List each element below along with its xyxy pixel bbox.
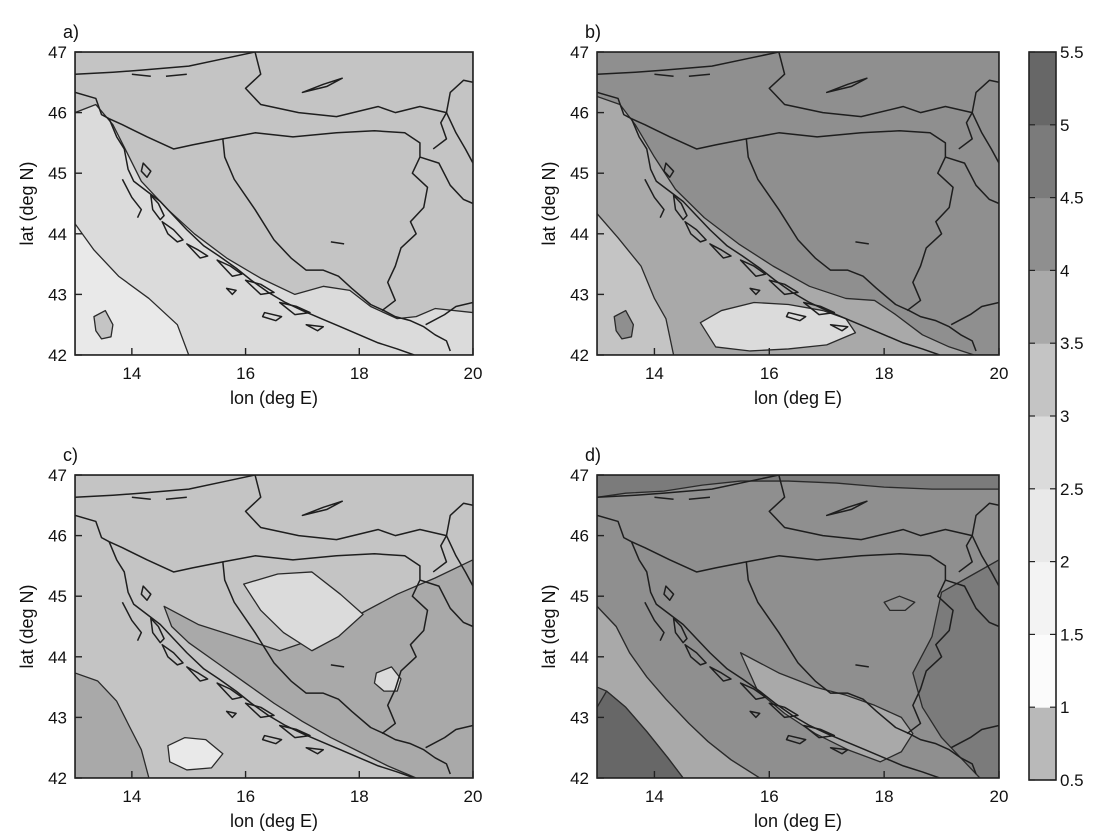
x-tick-label: 18 xyxy=(875,787,894,806)
x-tick-label: 20 xyxy=(464,364,483,383)
x-tick-label: 16 xyxy=(236,364,255,383)
y-tick-label: 46 xyxy=(570,104,589,123)
y-tick-label: 46 xyxy=(48,527,67,546)
y-tick-label: 44 xyxy=(570,225,589,244)
y-axis-label: lat (deg N) xyxy=(17,161,37,245)
contour-region-a-1 xyxy=(75,105,473,355)
contour-region-a-3 xyxy=(94,311,113,339)
x-tick-label: 16 xyxy=(760,364,779,383)
colorbar-tick-label: 2 xyxy=(1060,553,1069,572)
colorbar-swatch xyxy=(1029,52,1056,126)
y-axis-label: lat (deg N) xyxy=(539,161,559,245)
y-axis-label: lat (deg N) xyxy=(539,584,559,668)
y-tick-label: 47 xyxy=(48,466,67,485)
contour-region-d-3 xyxy=(884,596,915,610)
colorbar-tick-label: 3 xyxy=(1060,407,1069,426)
y-tick-label: 42 xyxy=(570,769,589,788)
x-tick-label: 18 xyxy=(350,364,369,383)
x-tick-label: 18 xyxy=(875,364,894,383)
y-tick-label: 47 xyxy=(570,43,589,62)
colorbar-tick-label: 5.5 xyxy=(1060,43,1084,62)
y-tick-label: 47 xyxy=(570,466,589,485)
x-tick-label: 16 xyxy=(760,787,779,806)
colorbar-swatch xyxy=(1029,707,1056,781)
panel-label: d) xyxy=(585,445,601,465)
colorbar-tick-label: 1 xyxy=(1060,698,1069,717)
colorbar-tick-label: 4 xyxy=(1060,261,1069,280)
y-tick-label: 45 xyxy=(48,164,67,183)
y-tick-label: 42 xyxy=(48,769,67,788)
x-axis-label: lon (deg E) xyxy=(754,388,842,408)
y-tick-label: 46 xyxy=(570,527,589,546)
x-tick-label: 16 xyxy=(236,787,255,806)
colorbar-swatch xyxy=(1029,124,1056,199)
y-tick-label: 47 xyxy=(48,43,67,62)
colorbar-swatch xyxy=(1029,634,1056,708)
y-tick-label: 44 xyxy=(48,225,67,244)
y-tick-label: 43 xyxy=(48,708,67,727)
panel-d: 14 16 18 20 42 43 44 45 46 47 lon (deg E) lat (deg … xyxy=(539,445,1008,831)
panel-b: 14 16 18 20 42 43 44 45 46 47 lon (deg E) lat (deg … xyxy=(539,22,1008,408)
panel-a: 14 16 18 20 42 43 44 45 46 47 lon (deg E) lat (deg … xyxy=(17,22,482,408)
y-tick-label: 44 xyxy=(48,648,67,667)
y-tick-label: 45 xyxy=(570,587,589,606)
y-tick-label: 45 xyxy=(48,587,67,606)
panel-frame-b xyxy=(596,51,1000,356)
colorbar-tick-label: 4.5 xyxy=(1060,189,1084,208)
x-tick-label: 20 xyxy=(990,787,1009,806)
colorbar-tick-label: 3.5 xyxy=(1060,334,1084,353)
colorbar-tick-label: 0.5 xyxy=(1060,771,1084,790)
colorbar-swatch xyxy=(1029,270,1056,344)
panel-label: c) xyxy=(63,445,78,465)
x-tick-label: 14 xyxy=(122,364,141,383)
panel-label: b) xyxy=(585,22,601,42)
panel-label: a) xyxy=(63,22,79,42)
contour-region-b-3 xyxy=(700,302,855,350)
x-axis-label: lon (deg E) xyxy=(230,388,318,408)
x-tick-label: 20 xyxy=(990,364,1009,383)
y-axis-label: lat (deg N) xyxy=(17,584,37,668)
colorbar-swatch xyxy=(1029,343,1056,417)
x-tick-label: 14 xyxy=(122,787,141,806)
colorbar-swatch xyxy=(1029,197,1056,271)
y-tick-label: 46 xyxy=(48,104,67,123)
x-axis-label: lon (deg E) xyxy=(230,811,318,831)
x-axis-label: lon (deg E) xyxy=(754,811,842,831)
colorbar-tick-label: 2.5 xyxy=(1060,480,1084,499)
y-tick-label: 42 xyxy=(48,346,67,365)
colorbar-swatch xyxy=(1029,488,1056,563)
contour-region-b-4 xyxy=(614,311,633,339)
colorbar-swatch xyxy=(1029,561,1056,635)
y-tick-label: 45 xyxy=(570,164,589,183)
colorbar-tick-label: 1.5 xyxy=(1060,625,1084,644)
y-tick-label: 43 xyxy=(570,708,589,727)
x-tick-label: 18 xyxy=(350,787,369,806)
y-tick-label: 43 xyxy=(570,285,589,304)
colorbar: 0.5 1 1.5 2 2.5 3 3.5 4 4.5 5 5.5 xyxy=(1028,43,1084,790)
x-tick-label: 20 xyxy=(464,787,483,806)
contour-region-c-2 xyxy=(244,572,363,651)
panel-frame-c xyxy=(74,474,474,779)
y-tick-label: 44 xyxy=(570,648,589,667)
colorbar-tick-label: 5 xyxy=(1060,116,1069,135)
y-tick-label: 43 xyxy=(48,285,67,304)
contour-region-c-3 xyxy=(374,667,401,691)
panel-frame-a xyxy=(74,51,474,356)
x-tick-label: 14 xyxy=(645,364,664,383)
colorbar-swatch xyxy=(1029,416,1056,490)
contour-region-c-5 xyxy=(168,738,223,770)
panel-c: 14 16 18 20 42 43 44 45 46 47 lon (deg E) lat (deg … xyxy=(17,445,482,831)
y-tick-label: 42 xyxy=(570,346,589,365)
panel-frame-d xyxy=(596,474,1000,779)
x-tick-label: 14 xyxy=(645,787,664,806)
